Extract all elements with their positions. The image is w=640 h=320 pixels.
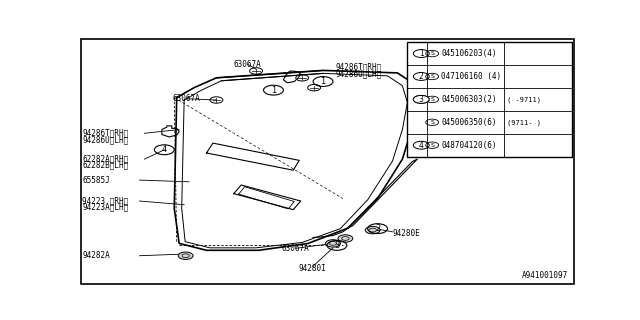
Text: 045006303(2): 045006303(2) [441,95,497,104]
Text: ( -9711): ( -9711) [507,96,541,103]
Text: 2: 2 [419,72,424,81]
FancyBboxPatch shape [408,42,572,157]
Text: 94280E: 94280E [392,228,420,237]
Text: 4: 4 [162,145,167,154]
Text: 2: 2 [375,224,380,233]
Text: 94223A〈LH〉: 94223A〈LH〉 [83,203,129,212]
Text: 045006350(6): 045006350(6) [441,118,497,127]
Text: 94286U〈LH〉: 94286U〈LH〉 [83,135,129,144]
Text: S: S [430,74,434,79]
Text: 94286U〈LH〉: 94286U〈LH〉 [335,69,381,78]
Text: 3: 3 [419,95,424,104]
Text: 045106203(4): 045106203(4) [441,49,497,58]
Text: 3: 3 [334,241,340,250]
Text: 94286T〈RH〉: 94286T〈RH〉 [83,129,129,138]
Text: 94223 〈RH〉: 94223 〈RH〉 [83,196,129,205]
Text: 048704120(6): 048704120(6) [441,141,497,150]
Text: 94280I: 94280I [298,264,326,273]
Text: 1: 1 [419,49,424,58]
Text: 1: 1 [321,77,326,86]
Text: 63067A: 63067A [173,94,200,103]
Circle shape [365,227,380,234]
Circle shape [413,95,429,103]
Text: 3: 3 [419,95,424,104]
Text: 63067A: 63067A [234,60,262,69]
Text: 047106160 (4): 047106160 (4) [441,72,501,81]
Text: S: S [430,120,434,125]
Text: 65585J: 65585J [83,176,110,185]
Text: (9711- ): (9711- ) [507,119,541,125]
Circle shape [178,252,193,260]
Text: 63067A: 63067A [282,244,310,253]
Text: 4: 4 [419,141,424,150]
Circle shape [326,240,340,247]
Text: 62282B〈LH〉: 62282B〈LH〉 [83,161,129,170]
Text: 1: 1 [271,86,276,95]
Text: A941001097: A941001097 [522,271,568,280]
Circle shape [338,235,353,242]
Text: S: S [430,143,434,148]
Text: 94282A: 94282A [83,251,110,260]
Text: S: S [430,97,434,102]
Text: 94286T〈RH〉: 94286T〈RH〉 [335,62,381,71]
Text: S: S [430,51,434,56]
Text: 62282A〈RH〉: 62282A〈RH〉 [83,155,129,164]
